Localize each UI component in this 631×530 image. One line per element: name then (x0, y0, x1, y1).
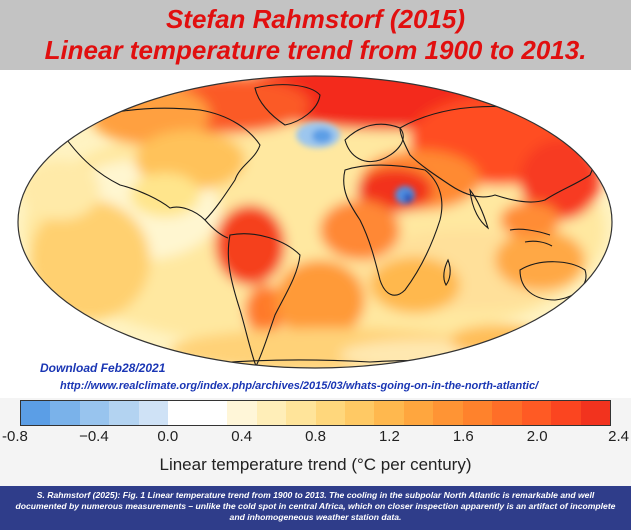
coastlines (59, 84, 603, 368)
colorbar-label: Linear temperature trend (°C per century… (159, 455, 472, 474)
colorbar-segment (227, 401, 258, 425)
colorbar-segment (197, 401, 228, 425)
colorbar-segment (79, 401, 110, 425)
colorbar-segment (433, 401, 464, 425)
download-note: Download Feb28/2021 (40, 361, 166, 375)
colorbar-segment (374, 401, 405, 425)
globe-outline (17, 75, 613, 369)
colorbar-tick: −0.4 (79, 428, 109, 445)
colorbar-segment (286, 401, 317, 425)
colorbar-tick: -0.8 (2, 428, 28, 445)
colorbar-tick: 2.4 (608, 428, 629, 445)
colorbar-tick: 0.4 (231, 428, 253, 445)
colorbar-segment (50, 401, 81, 425)
colorbar-tick: 1.2 (378, 428, 400, 445)
world-map (17, 75, 613, 369)
colorbar-tick: 2.0 (526, 428, 548, 445)
colorbar-tick-labels: -0.8 −0.4 0.0 0.4 0.8 1.2 1.6 2.0 2.4 (0, 428, 631, 452)
colorbar-segment (21, 401, 52, 425)
caption-footer: S. Rahmstorf (2025): Fig. 1 Linear tempe… (0, 486, 631, 530)
colorbar-segment (138, 401, 169, 425)
colorbar-segment (462, 401, 493, 425)
colorbar-segment (344, 401, 375, 425)
colorbar (20, 400, 611, 426)
colorbar-segment (403, 401, 434, 425)
colorbar-segment (521, 401, 552, 425)
colorbar-segment (109, 401, 140, 425)
caption-text: S. Rahmstorf (2025): Fig. 1 Linear tempe… (15, 490, 616, 522)
source-url[interactable]: http://www.realclimate.org/index.php/arc… (60, 380, 539, 392)
cold-spots (296, 122, 415, 204)
temperature-field (18, 76, 612, 368)
title-line-2: Linear temperature trend from 1900 to 20… (44, 35, 587, 65)
colorbar-tick: 0.0 (157, 428, 179, 445)
world-map-panel (0, 70, 631, 398)
colorbar-segment (256, 401, 287, 425)
colorbar-segment (551, 401, 582, 425)
title-banner: Stefan Rahmstorf (2015) Linear temperatu… (0, 0, 631, 70)
colorbar-segment (492, 401, 523, 425)
colorbar-tick: 0.8 (305, 428, 326, 445)
colorbar-segment (168, 401, 199, 425)
colorbar-segment (315, 401, 346, 425)
title-line-1: Stefan Rahmstorf (2015) (165, 4, 466, 34)
colorbar-segment (580, 401, 610, 425)
colorbar-tick: 1.6 (452, 428, 474, 445)
